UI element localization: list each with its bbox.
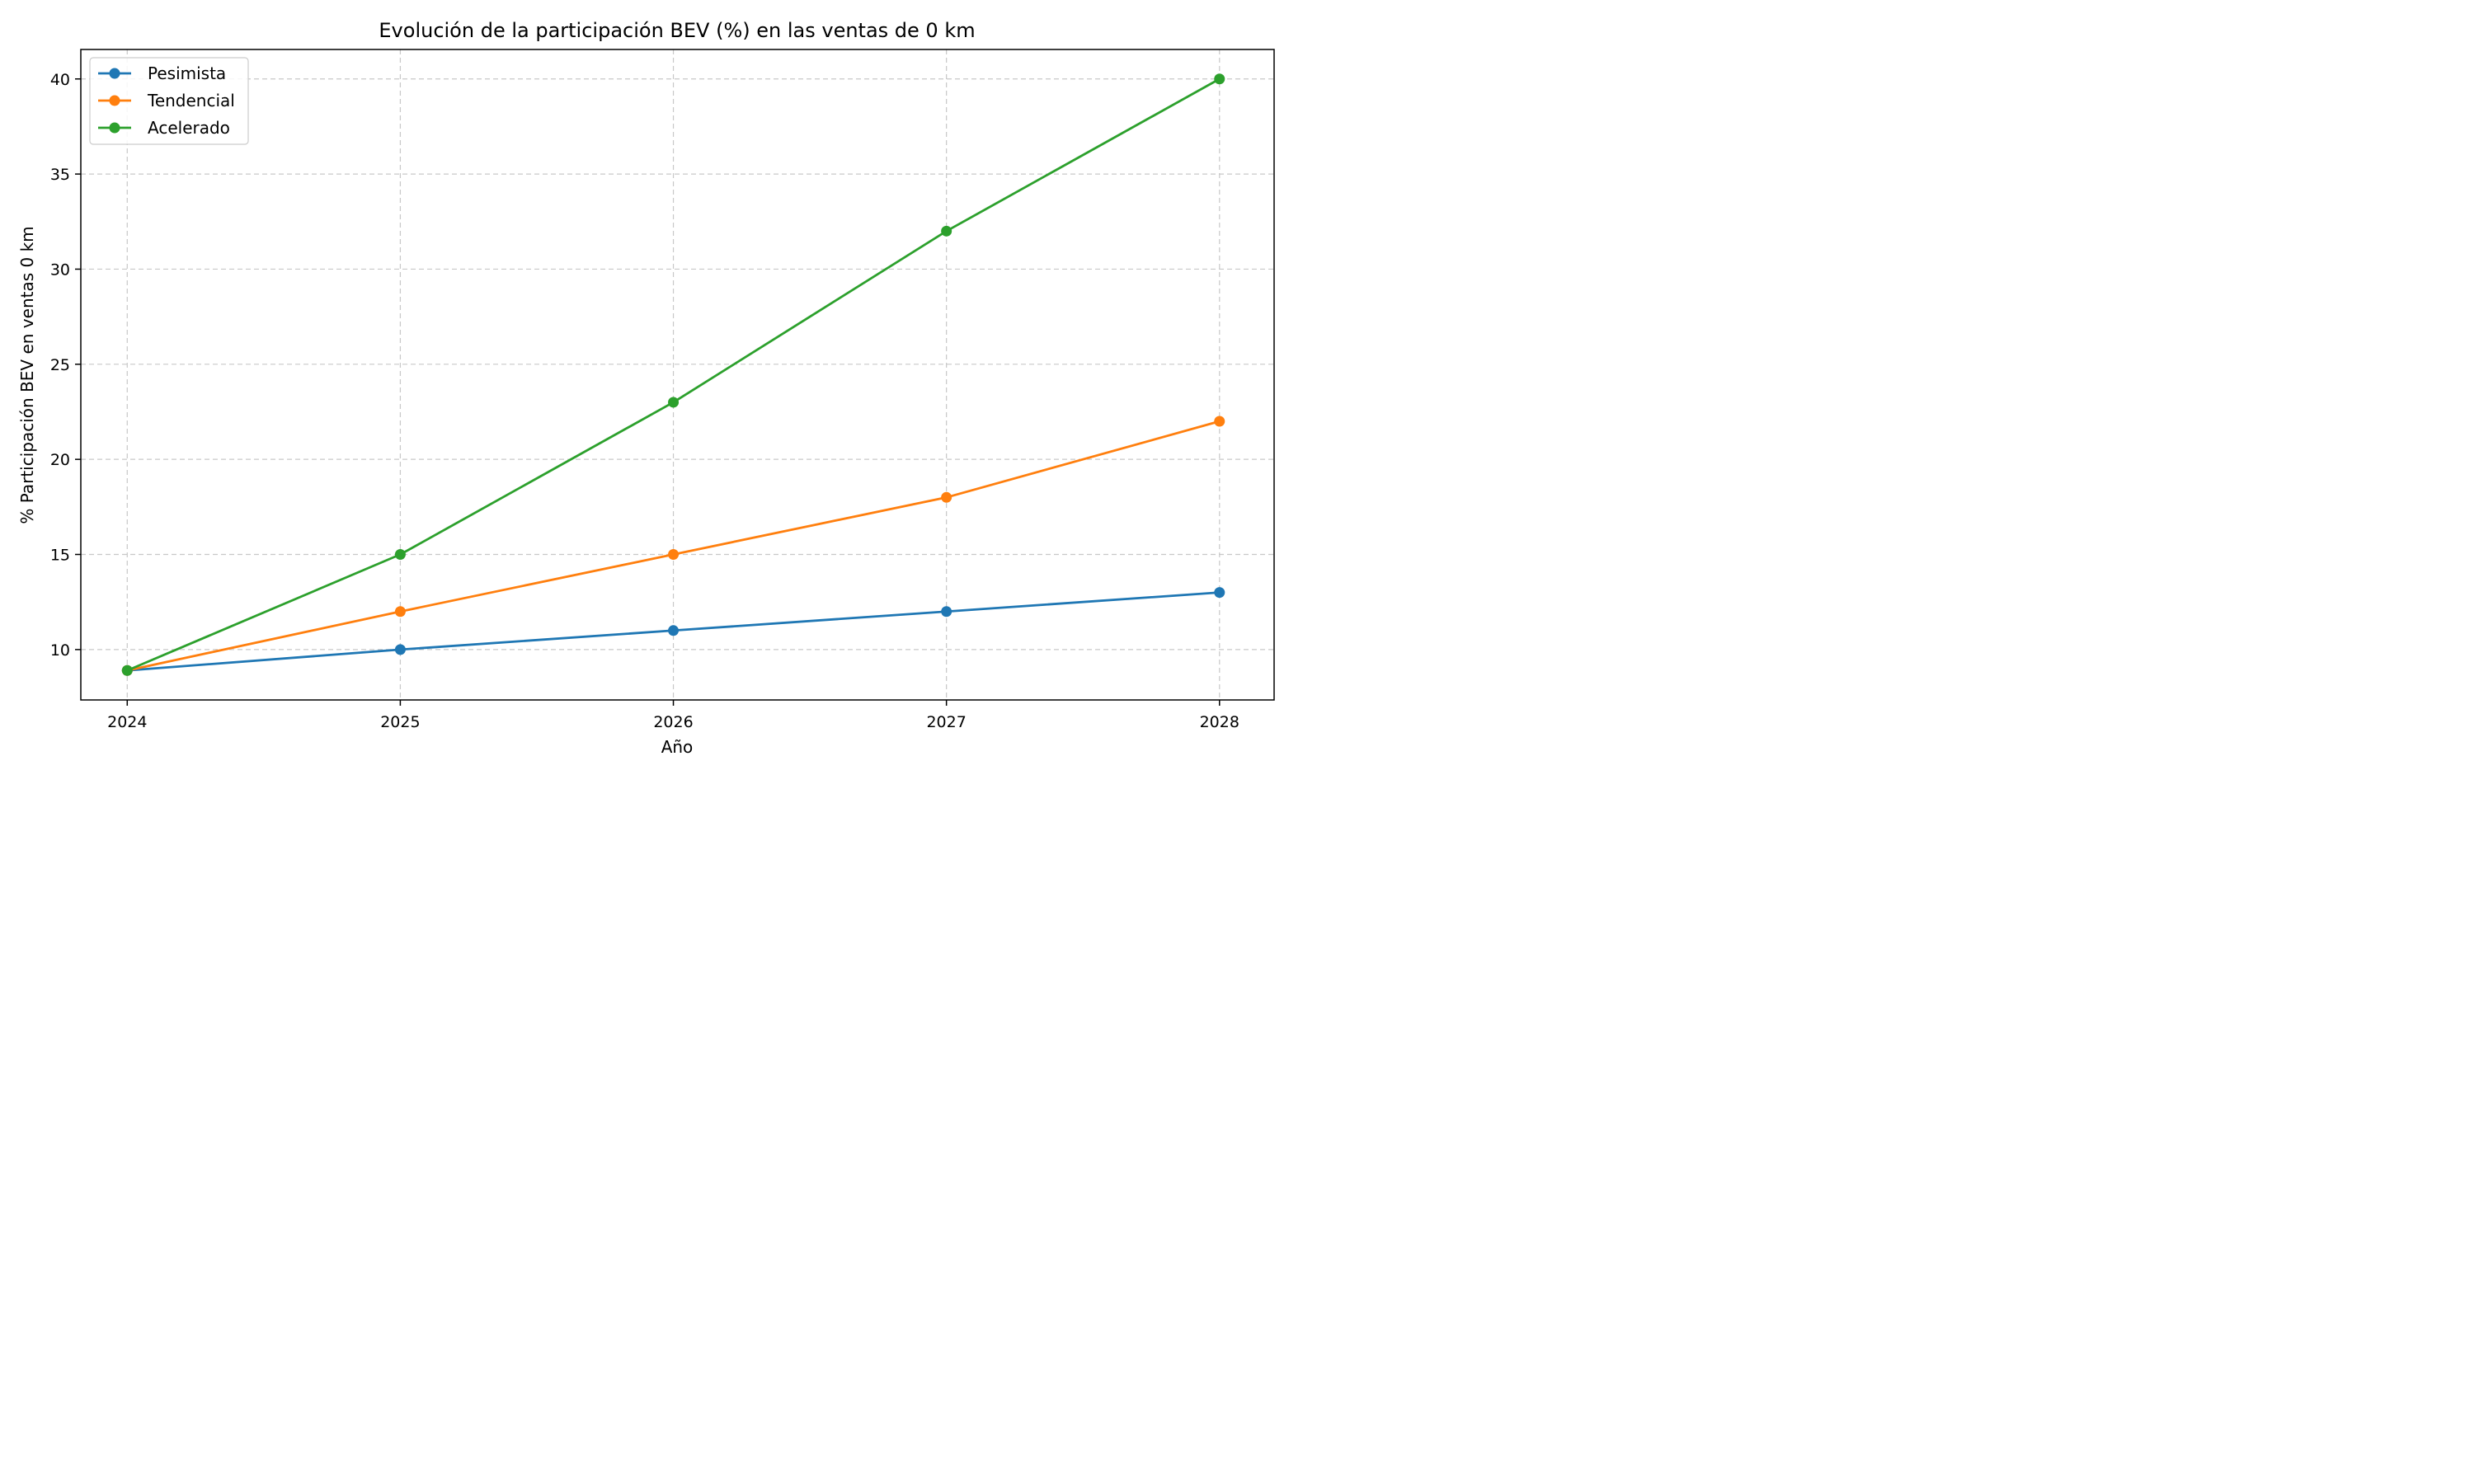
- data-point-pesimista: [394, 644, 406, 655]
- y-tick-label: 10: [50, 641, 70, 660]
- x-tick-label: 2027: [926, 713, 966, 731]
- chart: Evolución de la participación BEV (%) en…: [17, 19, 1275, 757]
- data-point-tendencial: [1214, 416, 1225, 427]
- chart-title: Evolución de la participación BEV (%) en…: [379, 19, 975, 42]
- x-tick-label: 2024: [107, 713, 147, 731]
- y-tick-label: 30: [50, 261, 70, 279]
- legend-label-acelerado: Acelerado: [148, 118, 230, 138]
- y-tick-label: 35: [50, 166, 70, 184]
- y-tick-label: 40: [50, 71, 70, 89]
- data-point-acelerado: [1214, 73, 1225, 85]
- series-layer: [121, 73, 1225, 676]
- y-tick-label: 20: [50, 451, 70, 469]
- x-tick-label: 2028: [1200, 713, 1239, 731]
- x-tick-label: 2025: [380, 713, 420, 731]
- x-axis-label: Año: [661, 737, 694, 757]
- plot-frame: [80, 49, 1275, 701]
- data-point-acelerado: [941, 225, 952, 237]
- data-point-pesimista: [668, 625, 680, 636]
- y-axis-label: % Participación BEV en ventas 0 km: [17, 226, 37, 524]
- data-point-tendencial: [668, 549, 680, 561]
- legend-marker-acelerado: [109, 122, 120, 134]
- y-tick-label: 25: [50, 356, 70, 374]
- legend: Pesimista Tendencial Acelerado: [89, 57, 249, 145]
- data-point-tendencial: [941, 491, 952, 503]
- data-point-acelerado: [394, 549, 406, 561]
- legend-box: [89, 57, 249, 145]
- data-point-pesimista: [941, 606, 952, 618]
- data-point-acelerado: [121, 665, 133, 676]
- legend-marker-tendencial: [109, 95, 120, 106]
- legend-label-tendencial: Tendencial: [147, 91, 235, 110]
- x-tick-label: 2026: [653, 713, 693, 731]
- legend-marker-pesimista: [109, 68, 120, 79]
- grid: [81, 49, 1274, 700]
- y-tick-label: 15: [50, 547, 70, 565]
- data-point-tendencial: [394, 606, 406, 618]
- data-point-acelerado: [668, 397, 680, 408]
- data-point-pesimista: [1214, 587, 1225, 599]
- legend-label-pesimista: Pesimista: [148, 63, 226, 83]
